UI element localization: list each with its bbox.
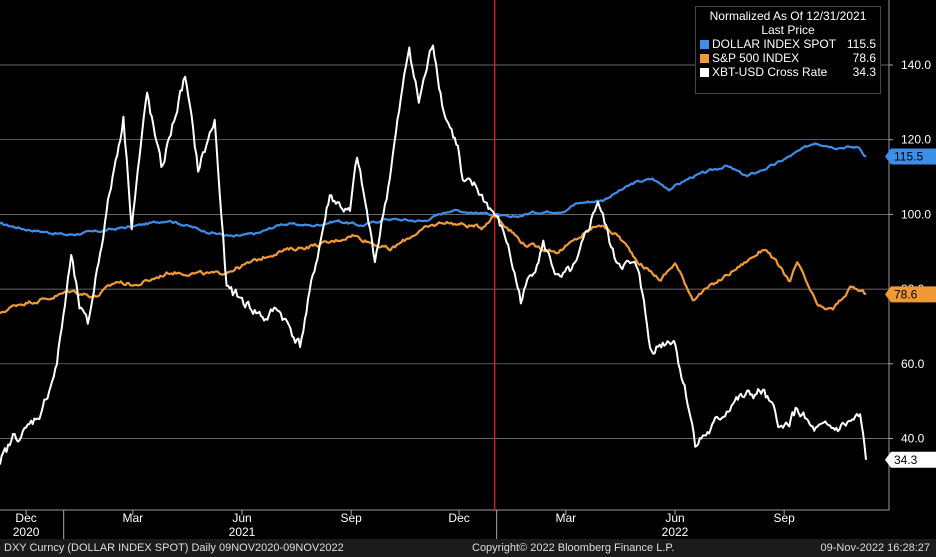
x-tick-label: Mar: [123, 511, 144, 525]
y-tick-label: 120.0: [901, 133, 931, 147]
x-tick-label: Dec: [448, 511, 469, 525]
series-line: [0, 44, 867, 465]
x-year-label: 2020: [13, 525, 40, 539]
y-tick-label: 60.0: [901, 357, 925, 371]
legend-item-spx: S&P 500 INDEX 78.6: [700, 51, 876, 65]
legend-label-dxy: DOLLAR INDEX SPOT: [712, 37, 837, 51]
legend-value-xbt: 34.3: [852, 65, 876, 79]
series-line: [0, 213, 867, 315]
x-year-label: 2021: [229, 525, 256, 539]
footer-timestamp: 09-Nov-2022 16:28:27: [820, 542, 930, 554]
legend-value-dxy: 115.5: [846, 37, 876, 51]
y-tick-label: 100.0: [901, 207, 931, 221]
y-tick-label: 140.0: [901, 58, 931, 72]
x-tick-label: Jun: [665, 511, 684, 525]
axis-value-badge-label: 34.3: [894, 453, 918, 467]
legend-item-xbt: XBT-USD Cross Rate 34.3: [700, 65, 876, 79]
x-tick-label: Dec: [15, 511, 36, 525]
legend: Normalized As Of 12/31/2021 Last Price D…: [695, 6, 881, 94]
legend-label-spx: S&P 500 INDEX: [712, 51, 800, 65]
footer-security: DXY Curncy (DOLLAR INDEX SPOT) Daily 09N…: [4, 542, 344, 554]
series-line: [0, 142, 867, 238]
axis-value-badge-label: 78.6: [894, 287, 918, 301]
axis-value-badge: [885, 286, 936, 303]
chart-subtitle: Last Price: [761, 23, 815, 37]
legend-swatch-spx: [700, 53, 709, 63]
axis-value-badge: [885, 451, 936, 468]
chart-title: Normalized As Of 12/31/2021: [709, 9, 867, 23]
x-tick-label: Sep: [773, 511, 795, 525]
footer-bar: DXY Curncy (DOLLAR INDEX SPOT) Daily 09N…: [0, 539, 936, 557]
legend-swatch-dxy: [700, 39, 709, 49]
x-tick-label: Mar: [556, 511, 577, 525]
footer-copyright: Copyright© 2022 Bloomberg Finance L.P.: [472, 542, 675, 554]
axis-value-badge: [885, 148, 936, 165]
axis-value-badge-label: 115.5: [894, 150, 923, 164]
legend-label-xbt: XBT-USD Cross Rate: [712, 65, 828, 79]
legend-value-spx: 78.6: [852, 51, 876, 65]
y-tick-label: 40.0: [901, 432, 925, 446]
x-tick-label: Jun: [232, 511, 251, 525]
legend-swatch-xbt: [700, 67, 709, 77]
x-tick-label: Sep: [340, 511, 362, 525]
x-year-label: 2022: [662, 525, 689, 539]
legend-item-dxy: DOLLAR INDEX SPOT 115.5: [700, 37, 876, 51]
